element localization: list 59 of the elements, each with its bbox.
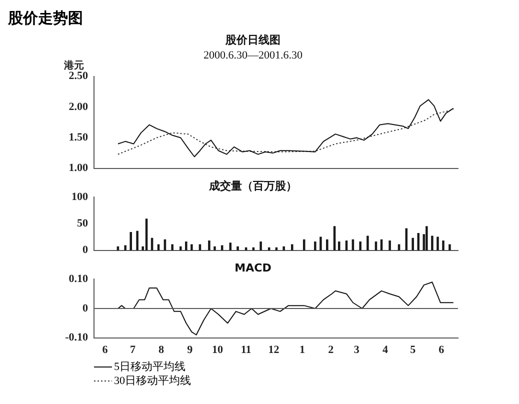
legend-label: 5日移动平均线 xyxy=(114,360,186,374)
bar xyxy=(326,239,328,250)
bar xyxy=(417,233,420,250)
x-tick-label: 8 xyxy=(158,344,165,356)
bar xyxy=(366,236,369,250)
x-tick-label: 4 xyxy=(382,344,388,356)
bar xyxy=(208,240,210,250)
legend-label: 30日移动平均线 xyxy=(114,374,191,388)
x-tick-label: 1 xyxy=(300,344,306,356)
bar xyxy=(282,246,285,250)
y-tick-label: 2.00 xyxy=(68,100,88,113)
bar xyxy=(314,242,316,250)
bar xyxy=(236,246,239,250)
bar xyxy=(338,242,340,250)
y-tick-label: 0 xyxy=(82,244,88,256)
bar xyxy=(412,238,414,250)
bar xyxy=(388,240,391,250)
bar xyxy=(130,232,132,250)
y-tick-label: 1.50 xyxy=(68,132,88,144)
y-tick-label: 100 xyxy=(72,191,88,204)
x-tick-label: 9 xyxy=(187,344,194,356)
text: 股价走势图 xyxy=(8,8,84,28)
x-tick-label: 6 xyxy=(438,344,445,356)
x-tick-label: 11 xyxy=(240,344,252,356)
bar xyxy=(359,242,362,250)
bar xyxy=(436,236,439,250)
chart-subtitle: 2000.6.30—2001.6.30 xyxy=(204,50,303,62)
bar xyxy=(214,246,216,250)
y-tick-label: 0 xyxy=(82,302,88,314)
bar xyxy=(171,244,174,250)
y-tick-label: 1.00 xyxy=(68,162,88,174)
line-series xyxy=(117,109,454,155)
y-tick-label: 0.10 xyxy=(68,273,88,286)
x-tick-label: 2 xyxy=(328,344,334,356)
chart-title: 股价日线图 xyxy=(224,33,280,46)
bar xyxy=(260,242,262,250)
x-tick-label: 12 xyxy=(268,344,280,356)
bar xyxy=(190,244,193,250)
y-axis-title: 港元 xyxy=(63,59,84,72)
chart-title: 成交量（百万股） xyxy=(208,179,297,192)
bar xyxy=(448,244,451,250)
bar xyxy=(442,240,444,250)
bar xyxy=(320,236,322,250)
bar xyxy=(431,236,434,250)
x-tick-label: 3 xyxy=(354,344,360,356)
bar xyxy=(136,230,138,250)
bar xyxy=(185,242,188,250)
y-tick-label: 2.50 xyxy=(68,70,88,82)
x-tick-label: 7 xyxy=(130,344,136,356)
y-tick-label: -0.10 xyxy=(65,332,88,344)
x-tick-label: 10 xyxy=(212,344,224,356)
x-tick-label: 5 xyxy=(410,344,416,356)
bar xyxy=(124,245,126,250)
x-tick-label: 6 xyxy=(102,344,108,356)
bar xyxy=(290,244,294,250)
chart-title: MACD xyxy=(234,261,272,274)
bar xyxy=(179,246,182,250)
bar xyxy=(426,226,428,250)
y-tick-label: 50 xyxy=(77,218,88,230)
